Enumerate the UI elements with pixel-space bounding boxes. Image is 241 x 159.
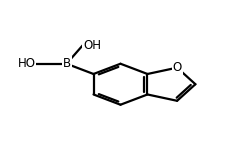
Text: O: O [173, 61, 182, 74]
Text: OH: OH [83, 39, 101, 52]
Text: HO: HO [17, 57, 35, 70]
Text: B: B [62, 57, 71, 70]
